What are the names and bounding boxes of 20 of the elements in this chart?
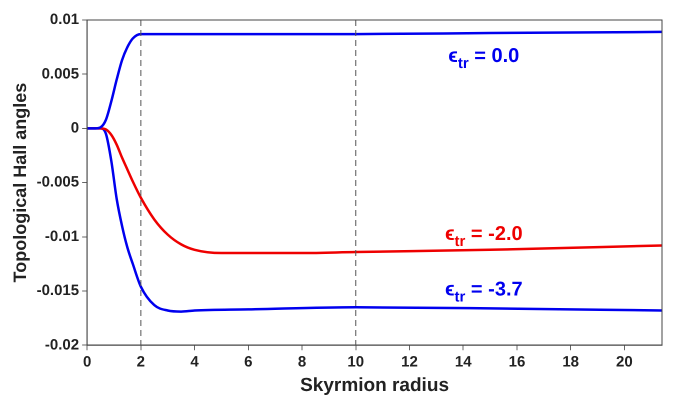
x-tick-label: 12 [401, 353, 418, 370]
x-axis-title: Skyrmion radius [300, 374, 450, 396]
y-tick-label: 0.01 [50, 11, 80, 28]
y-tick-label: -0.01 [44, 228, 80, 245]
y-tick-label: -0.015 [36, 282, 80, 300]
x-tick-label: 18 [562, 353, 580, 370]
y-tick-label: 0.005 [42, 65, 80, 82]
x-tick-label: 14 [454, 353, 472, 370]
y-tick-label: -0.005 [36, 174, 80, 191]
x-tick-label: 6 [244, 353, 252, 370]
y-axis-title: Topological Hall angles [10, 82, 30, 282]
x-tick-label: 10 [347, 353, 364, 370]
y-tick-label: -0.02 [44, 336, 80, 354]
x-tick-label: 0 [82, 353, 92, 370]
x-tick-label: 16 [508, 353, 526, 370]
x-tick-label: 20 [616, 353, 633, 370]
x-tick-label: 4 [190, 353, 200, 370]
x-tick-label: 8 [298, 353, 306, 370]
y-tick-label: 0 [70, 120, 80, 137]
x-tick-label: 2 [136, 353, 146, 370]
